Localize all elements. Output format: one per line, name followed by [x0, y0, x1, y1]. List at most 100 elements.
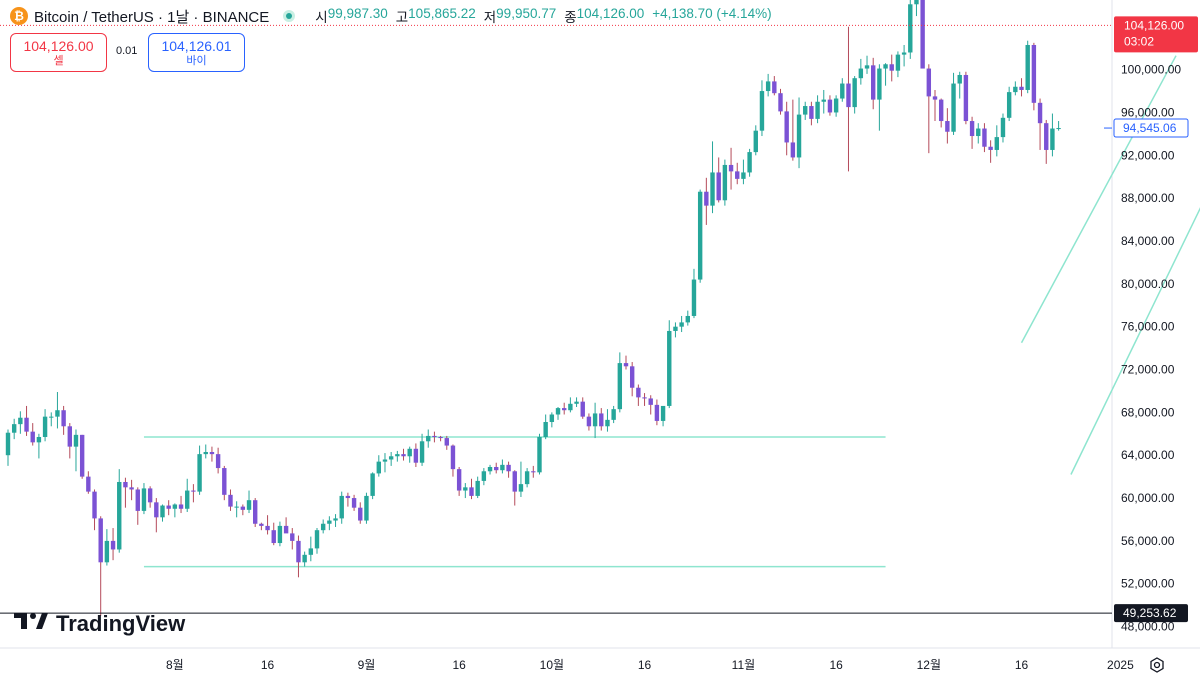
candle[interactable]	[18, 411, 23, 434]
candle[interactable]	[932, 89, 938, 122]
candle[interactable]	[166, 500, 171, 516]
candle[interactable]	[524, 468, 530, 488]
candle[interactable]	[1050, 113, 1055, 157]
candle[interactable]	[759, 80, 765, 137]
candle[interactable]	[67, 423, 72, 459]
candle[interactable]	[710, 141, 715, 214]
candle[interactable]	[135, 487, 140, 525]
candle[interactable]	[172, 503, 178, 518]
candle[interactable]	[982, 123, 987, 153]
candle[interactable]	[531, 465, 536, 478]
candle[interactable]	[1037, 98, 1043, 150]
candle[interactable]	[926, 64, 932, 154]
candle[interactable]	[500, 459, 505, 474]
candle[interactable]	[55, 392, 60, 429]
candle[interactable]	[883, 63, 888, 86]
candle[interactable]	[265, 515, 270, 535]
candle[interactable]	[123, 477, 128, 508]
candle[interactable]	[333, 514, 338, 527]
candle[interactable]	[753, 125, 758, 156]
candle[interactable]	[1025, 40, 1030, 94]
candle[interactable]	[358, 502, 363, 524]
candle[interactable]	[574, 397, 579, 408]
candle[interactable]	[364, 492, 369, 524]
candle[interactable]	[185, 478, 190, 512]
candle[interactable]	[796, 97, 802, 169]
candle[interactable]	[475, 476, 480, 499]
candle[interactable]	[685, 310, 690, 326]
candle[interactable]	[438, 435, 443, 442]
buy-button[interactable]: 104,126.01 바이	[148, 33, 245, 72]
candle[interactable]	[407, 446, 412, 463]
candle[interactable]	[642, 393, 647, 406]
candle[interactable]	[506, 461, 511, 478]
candle[interactable]	[623, 355, 629, 370]
candle[interactable]	[1000, 113, 1006, 143]
candle[interactable]	[351, 494, 357, 511]
candle[interactable]	[568, 397, 573, 413]
candles[interactable]	[5, 0, 1061, 616]
candle[interactable]	[191, 484, 196, 503]
symbol-title[interactable]: Bitcoin / TetherUS · 1날 · BINANCE	[34, 8, 270, 26]
candle[interactable]	[648, 395, 653, 415]
candle[interactable]	[296, 535, 301, 578]
candle[interactable]	[215, 447, 221, 474]
candle[interactable]	[599, 408, 604, 431]
candle[interactable]	[580, 397, 585, 419]
candle[interactable]	[969, 116, 975, 149]
candle[interactable]	[1013, 81, 1018, 96]
candle[interactable]	[592, 402, 598, 439]
candle[interactable]	[117, 469, 122, 553]
candle[interactable]	[1044, 119, 1049, 164]
candle[interactable]	[741, 159, 746, 185]
candle[interactable]	[203, 444, 208, 459]
candle[interactable]	[178, 495, 184, 514]
candle[interactable]	[376, 455, 381, 477]
candle[interactable]	[735, 162, 740, 185]
candle[interactable]	[228, 489, 233, 511]
candle[interactable]	[957, 71, 962, 99]
price-axis[interactable]	[0, 0, 1200, 649]
candle[interactable]	[154, 498, 159, 533]
candle[interactable]	[104, 529, 110, 566]
candle[interactable]	[778, 88, 783, 115]
gear-icon[interactable]	[1149, 657, 1165, 673]
candle[interactable]	[586, 413, 592, 431]
candle[interactable]	[555, 407, 561, 420]
candle[interactable]	[784, 101, 789, 156]
candle[interactable]	[809, 101, 814, 126]
candle[interactable]	[456, 466, 462, 496]
candle[interactable]	[327, 516, 332, 531]
candle[interactable]	[679, 315, 684, 333]
candle[interactable]	[24, 405, 29, 436]
candle[interactable]	[994, 125, 999, 157]
candle[interactable]	[30, 423, 35, 446]
candle[interactable]	[283, 517, 289, 534]
candle[interactable]	[444, 435, 449, 450]
candle[interactable]	[549, 412, 555, 428]
candle[interactable]	[5, 429, 11, 466]
candle[interactable]	[345, 492, 351, 507]
candle[interactable]	[86, 471, 91, 494]
candle[interactable]	[388, 451, 394, 466]
candle[interactable]	[1056, 121, 1061, 131]
candle[interactable]	[914, 0, 919, 17]
candle[interactable]	[815, 95, 820, 124]
candle[interactable]	[518, 461, 524, 497]
candle[interactable]	[370, 472, 375, 500]
candle[interactable]	[611, 405, 616, 424]
candle[interactable]	[234, 501, 239, 518]
candle[interactable]	[790, 99, 796, 161]
candle[interactable]	[722, 159, 728, 206]
candle[interactable]	[129, 479, 134, 501]
candle[interactable]	[302, 551, 307, 567]
candle[interactable]	[1006, 86, 1012, 122]
trendlines[interactable]	[143, 55, 1200, 568]
candle[interactable]	[747, 148, 752, 177]
candle[interactable]	[450, 444, 456, 477]
candle[interactable]	[562, 402, 567, 415]
candle[interactable]	[79, 434, 85, 479]
tradingview-logo[interactable]: TradingView	[14, 611, 185, 637]
candle[interactable]	[314, 528, 320, 554]
candle[interactable]	[938, 98, 944, 128]
